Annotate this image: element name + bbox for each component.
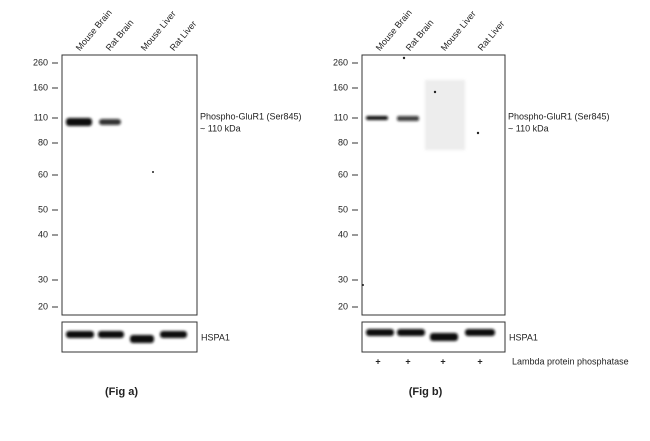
mw-marker: 110	[334, 112, 348, 122]
treatment-mark: +	[440, 356, 445, 366]
mw-marker: 30	[338, 274, 348, 284]
lane-label: Rat Brain	[404, 18, 436, 53]
bands	[66, 118, 187, 343]
lane-label: Rat Liver	[476, 19, 507, 53]
bands	[366, 80, 495, 341]
mw-marker: 160	[333, 82, 348, 92]
treatment-mark: +	[477, 356, 482, 366]
blot-membrane	[61, 54, 198, 316]
target-size: ~ 110 kDa	[200, 123, 241, 133]
mw-marker: 50	[38, 204, 48, 214]
mw-marker: 80	[38, 137, 48, 147]
figure-caption: (Fig b)	[409, 386, 443, 398]
lane-label: Rat Brain	[104, 18, 136, 53]
mw-marker: 40	[338, 229, 348, 239]
treatment-label: Lambda protein phosphatase	[512, 356, 629, 366]
mw-marker: 30	[38, 274, 48, 284]
mw-marker: 80	[338, 137, 348, 147]
mw-marker: 20	[38, 301, 48, 311]
loading-control: HSPA1	[509, 332, 538, 342]
treatment-mark: +	[405, 356, 410, 366]
figure-caption: (Fig a)	[105, 386, 138, 398]
mw-marker: 20	[338, 301, 348, 311]
mw-marker: 260	[33, 57, 48, 67]
target-size: ~ 110 kDa	[508, 123, 549, 133]
treatment-mark: +	[375, 356, 380, 366]
loading-control: HSPA1	[201, 332, 230, 342]
mw-marker: 160	[33, 82, 48, 92]
mw-marker: 50	[338, 204, 348, 214]
lane-label: Rat Liver	[168, 19, 199, 53]
mw-marker: 260	[333, 57, 348, 67]
mw-marker: 40	[38, 229, 48, 239]
mw-marker: 60	[38, 169, 48, 179]
target-label: Phospho-GluR1 (Ser845)	[508, 111, 610, 121]
mw-marker: 110	[34, 112, 48, 122]
target-label: Phospho-GluR1 (Ser845)	[200, 111, 302, 121]
mw-marker: 60	[338, 169, 348, 179]
lane-label: Mouse Liver	[439, 9, 478, 53]
